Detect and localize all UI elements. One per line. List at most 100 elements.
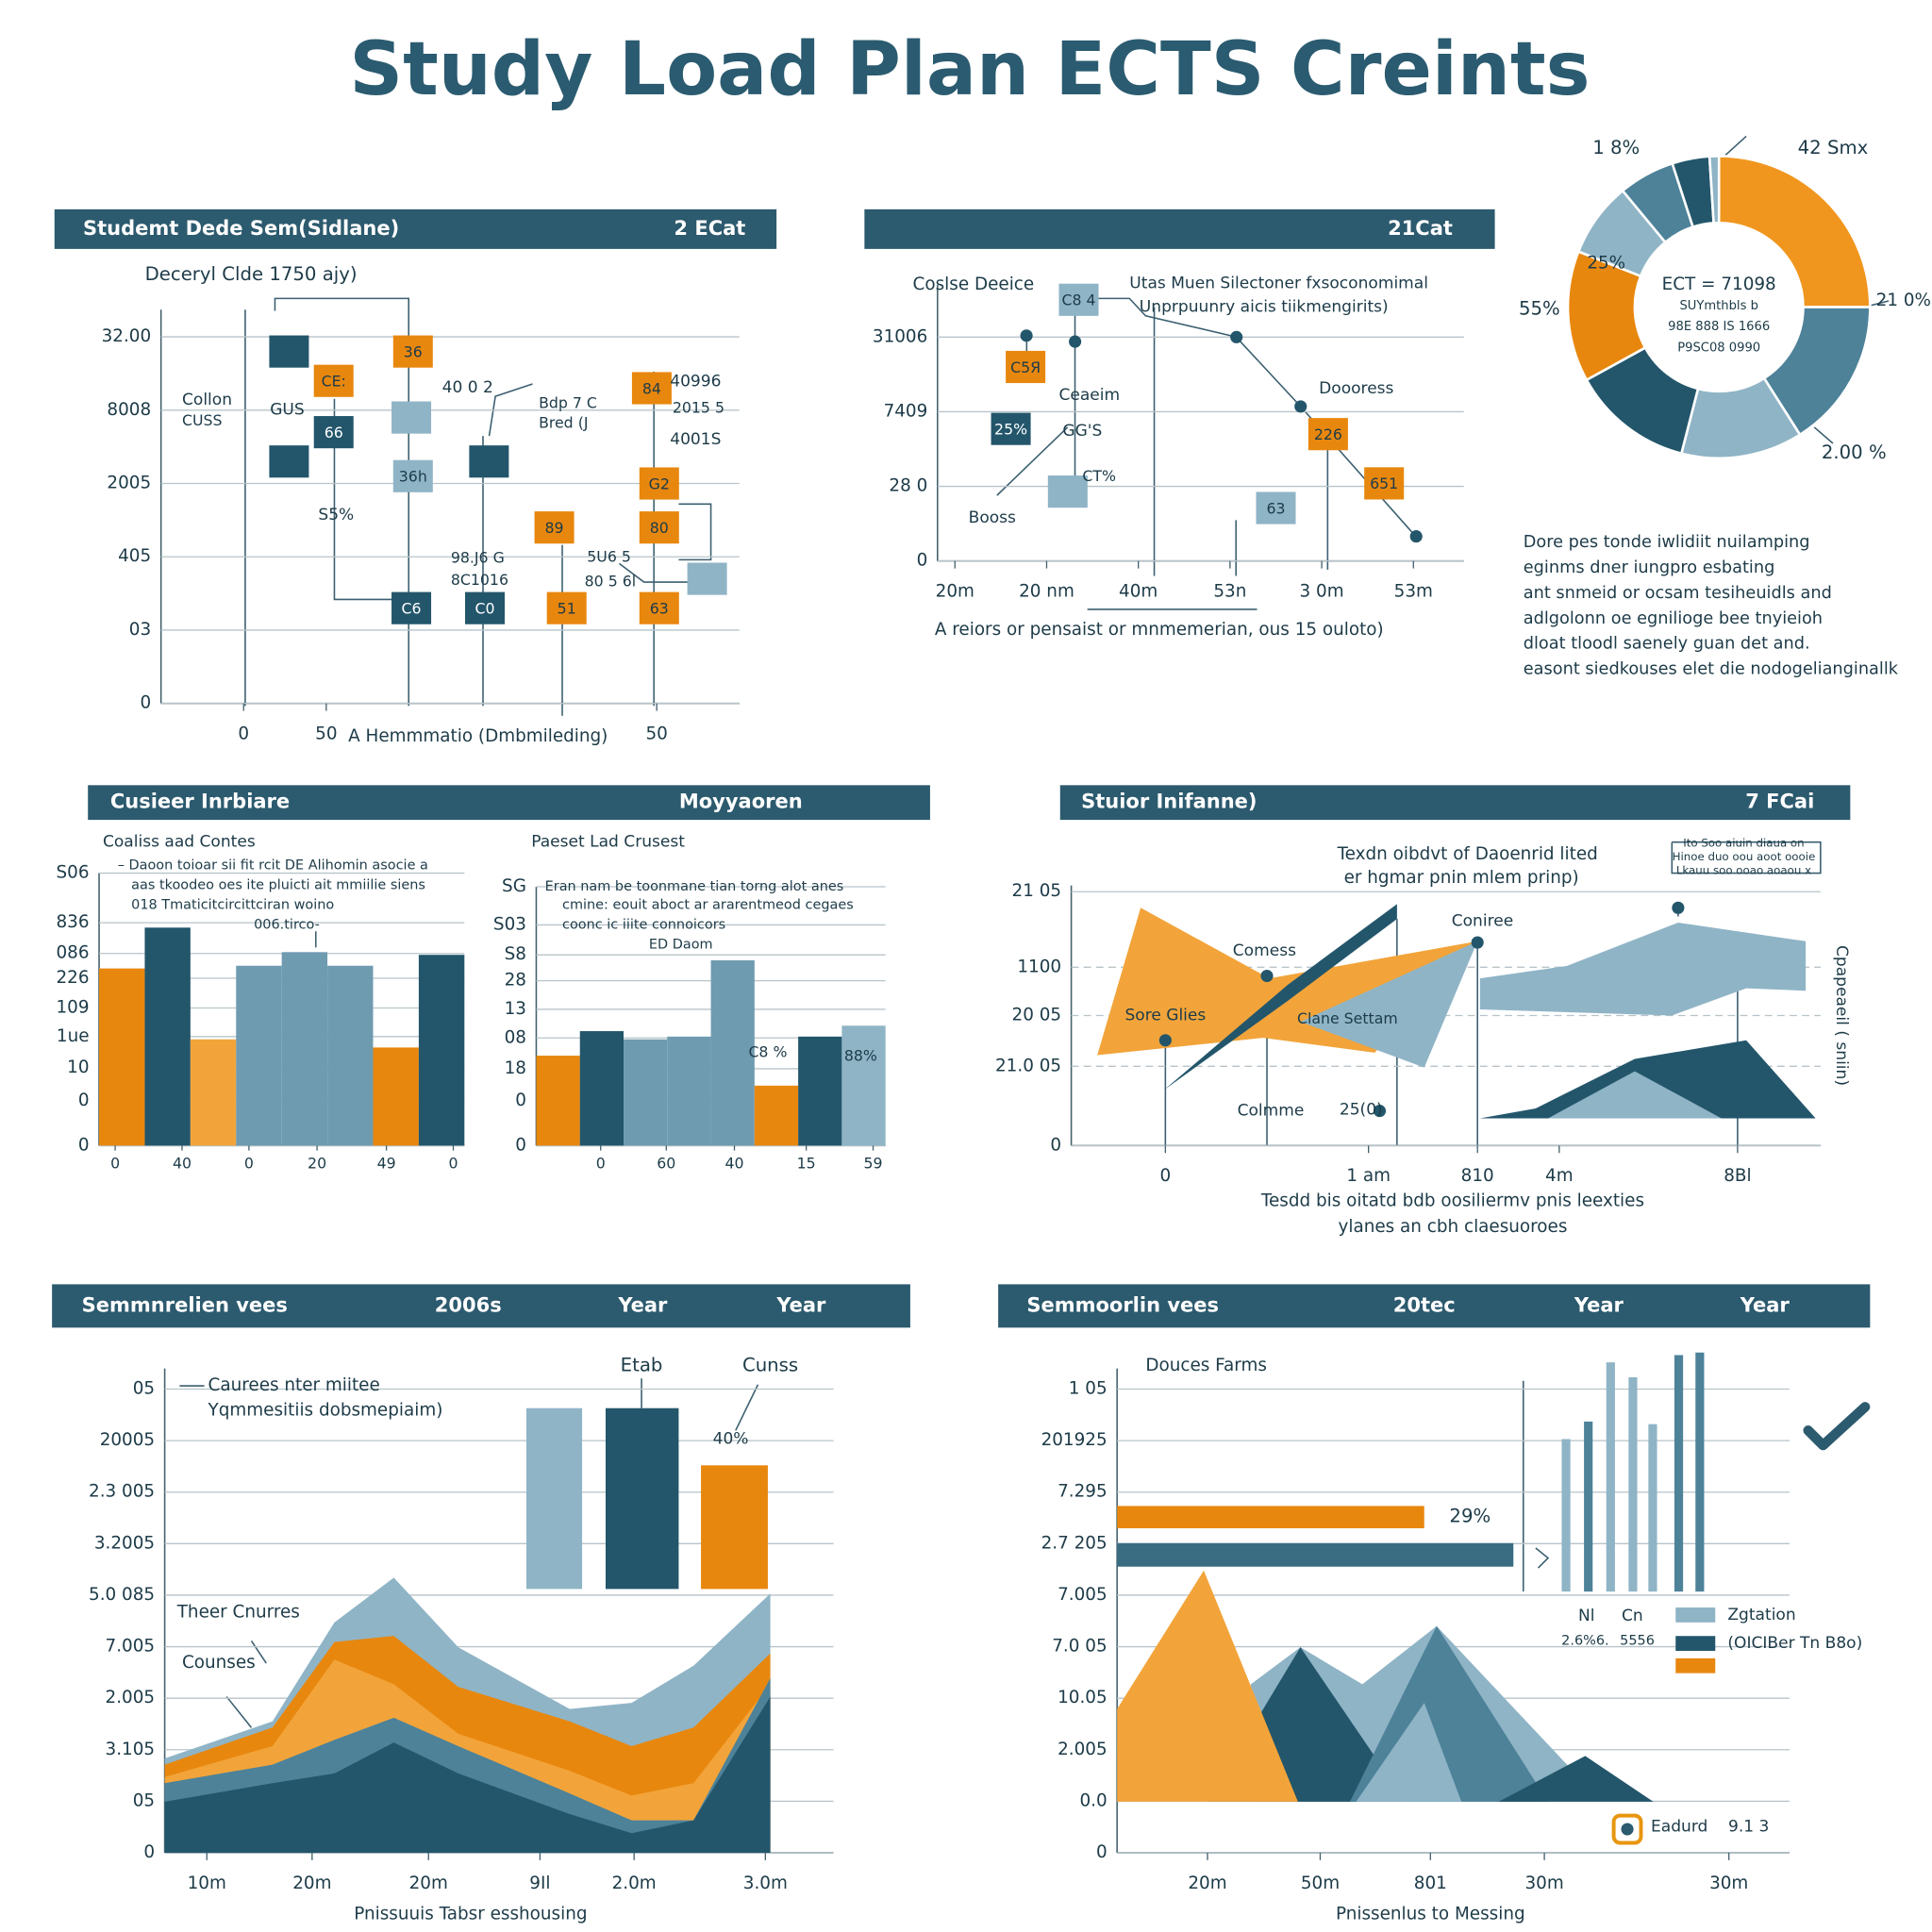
h-bar: [1117, 1542, 1514, 1567]
annotation: 42 Smx: [1798, 137, 1869, 158]
bar: [1606, 1362, 1615, 1592]
x-tick-label: 1 am: [1346, 1166, 1391, 1186]
y-tick-label: 28 0: [889, 476, 927, 496]
box-point: [391, 591, 432, 625]
point-label: G2: [649, 475, 670, 492]
annotation: 40%: [713, 1429, 749, 1448]
point: [1294, 400, 1307, 413]
x-axis-label: Pnissuuis Tabsr esshousing: [354, 1905, 587, 1924]
annotation: Clane Settam: [1297, 1009, 1398, 1027]
annotation: 9.1 3: [1728, 1817, 1769, 1836]
bar: [667, 1036, 711, 1146]
annotation: Tesdd bis oitatd bdb oosiliermv pnis lee…: [1260, 1191, 1644, 1210]
x-tick-label: 20m: [409, 1874, 448, 1893]
box-point: [469, 445, 509, 478]
y-tick-label: 05: [133, 1379, 155, 1399]
x-tick-label: 3.0m: [743, 1874, 788, 1893]
connector: [225, 1696, 253, 1728]
bar: [1674, 1355, 1684, 1592]
bar: [144, 927, 191, 1146]
point: [1409, 530, 1423, 543]
y-tick-label: 2.005: [106, 1688, 156, 1707]
annotation: Comess: [1233, 941, 1296, 960]
point-label: C8 4: [1061, 291, 1095, 309]
bar: [710, 959, 755, 1146]
y-tick-label: 7.295: [1058, 1482, 1108, 1502]
bar: [418, 955, 465, 1146]
point-label: 51: [558, 599, 576, 617]
box-point: [1058, 283, 1099, 316]
y-tick-label: 05: [133, 1790, 155, 1810]
header-text: Stuior Inifanne): [1081, 791, 1257, 813]
annotation: Bred (J: [539, 413, 588, 431]
box-point: [639, 467, 679, 500]
bar: [1695, 1352, 1705, 1592]
bar: [190, 1039, 237, 1146]
box-point: [391, 401, 432, 434]
bar: [754, 1085, 799, 1146]
y-tick-label: 08: [505, 1027, 526, 1047]
x-tick-label: 20: [308, 1155, 326, 1173]
center-text: SUYmthbls b: [1679, 299, 1757, 313]
y-tick-label: 13: [505, 999, 526, 1019]
annotation: 88%: [844, 1046, 877, 1064]
annotation: Ito Soo aiuin diaua on: [1683, 837, 1804, 850]
x-tick-label: 15: [797, 1155, 816, 1173]
bar: [579, 1031, 625, 1146]
connector: [735, 1384, 759, 1431]
y-tick-label: 0: [78, 1091, 90, 1110]
connector: [678, 503, 712, 561]
y-tick-label: 0: [143, 1842, 155, 1862]
area-shape: [1164, 904, 1397, 1091]
annotation: 018 Tmaticitcircittciran woino: [131, 898, 334, 913]
connector: [488, 383, 533, 437]
y-tick-label: 18: [505, 1058, 526, 1078]
annotation: Utas Muen Silectoner fxsoconomimal: [1129, 275, 1428, 293]
bar: [1648, 1424, 1657, 1592]
bar: [605, 1407, 679, 1590]
y-tick-label: 21 05: [1012, 881, 1062, 901]
point-label: 651: [1370, 475, 1398, 492]
point: [1069, 335, 1082, 348]
x-tick-label: 40: [173, 1155, 192, 1173]
annotation: Yqmmesitiis dobsmepiaim): [208, 1400, 443, 1420]
legend-swatch: [1675, 1636, 1716, 1651]
annotation: aas tkoodeo oes ite pluicti ait mmiilie …: [131, 878, 425, 893]
x-tick-label: 0: [1160, 1166, 1172, 1186]
annotation: Deceryl Clde 1750 ajy): [145, 263, 358, 285]
box-point: [991, 412, 1031, 445]
annotation: Unprpuunry aicis tiikmengirits): [1140, 298, 1389, 317]
y-tick-label: 2.005: [1058, 1740, 1108, 1759]
point: [1230, 330, 1243, 343]
y-tick-label: 7.005: [1058, 1585, 1108, 1605]
point-label: 36h: [399, 468, 427, 486]
header-text: Semmoorlin vees: [1026, 1293, 1219, 1316]
annotation: Collon: [182, 391, 232, 409]
annotation: CUSS: [182, 411, 223, 429]
header-text: 2 ECat: [674, 217, 745, 240]
y-tick-label: 1 05: [1069, 1379, 1108, 1399]
connector: [1535, 1547, 1550, 1569]
annotation: Douces Farms: [1145, 1356, 1267, 1375]
annotation: Hinoe duo oou aoot oooie: [1673, 850, 1816, 863]
legend-label: (OICIBer Tn B8o): [1727, 1634, 1862, 1653]
y-tick-label: 0: [515, 1135, 526, 1155]
header-text: Moyyaoren: [679, 791, 803, 813]
y-tick-label: 1100: [1017, 957, 1061, 976]
y-tick-label: 7409: [884, 401, 928, 421]
y-tick-label: 2.7 205: [1041, 1533, 1108, 1553]
bar: [327, 965, 374, 1146]
annotation: Cunss: [742, 1355, 798, 1376]
panel-header: [88, 785, 930, 821]
annotation: 4001S: [670, 430, 721, 449]
y-tick-label: 3.2005: [94, 1533, 155, 1553]
legend-label: Zgtation: [1727, 1606, 1795, 1624]
y-tick-label: 836: [56, 912, 89, 932]
x-tick-label: 20m: [292, 1874, 331, 1893]
box-point: [1047, 475, 1088, 508]
box-point: [534, 511, 575, 544]
annotation: Bdp 7 C: [539, 393, 597, 411]
donut-segment: [1717, 155, 1872, 308]
x-tick-label: 30m: [1524, 1874, 1563, 1893]
x-tick-label: 40: [724, 1155, 743, 1173]
